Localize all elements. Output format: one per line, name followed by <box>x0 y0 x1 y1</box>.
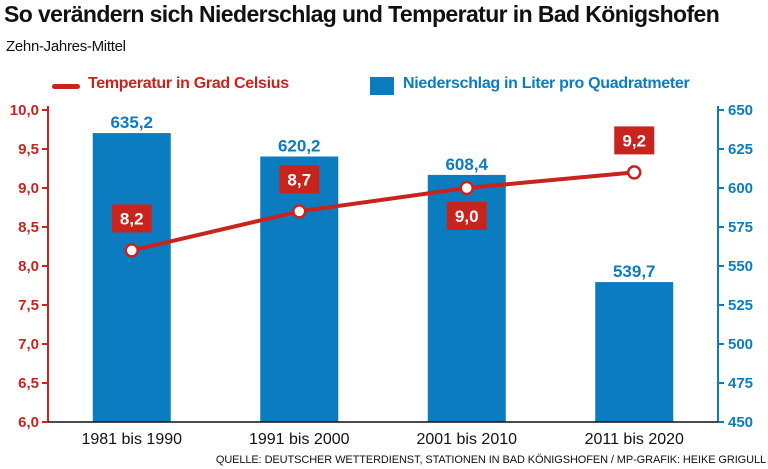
right-axis-tick-label: 600 <box>728 180 753 197</box>
legend-temperature-swatch <box>52 84 80 89</box>
x-axis-category-label: 2011 bis 2020 <box>585 431 684 448</box>
temperature-point <box>627 165 642 180</box>
temperature-value-label: 9,2 <box>622 131 646 150</box>
right-axis-tick-label: 525 <box>728 297 753 314</box>
legend-precipitation-swatch <box>370 77 394 95</box>
right-axis-tick-label: 650 <box>728 102 753 119</box>
left-axis-tick-label: 7,0 <box>18 336 39 353</box>
precipitation-value-label: 608,4 <box>445 155 488 174</box>
precipitation-bar <box>92 133 171 422</box>
temperature-value-label: 8,2 <box>120 209 144 228</box>
x-axis-category-label: 1981 bis 1990 <box>81 431 182 448</box>
temperature-value-label: 8,7 <box>287 170 311 189</box>
left-axis-tick-label: 6,0 <box>18 414 39 431</box>
temperature-value-label: 9,0 <box>455 207 479 226</box>
precipitation-bar <box>260 156 339 422</box>
right-axis-tick-label: 550 <box>728 258 753 275</box>
chart-title: So verändern sich Niederschlag und Tempe… <box>4 1 720 27</box>
legend-temperature-label: Temperatur in Grad Celsius <box>88 75 289 92</box>
right-axis-tick-label: 575 <box>728 219 753 236</box>
x-axis-category-label: 1991 bis 2000 <box>249 431 350 448</box>
right-axis-tick-label: 625 <box>728 141 753 158</box>
left-axis-tick-label: 7,5 <box>18 297 39 314</box>
left-axis-tick-label: 8,0 <box>18 258 39 275</box>
temperature-label-box <box>111 204 152 233</box>
left-axis-tick-label: 9,5 <box>18 141 39 158</box>
temperature-line <box>129 170 637 253</box>
temperature-label-box <box>614 126 655 155</box>
precipitation-bar <box>595 282 674 422</box>
legend-precipitation-label: Niederschlag in Liter pro Quadratmeter <box>403 75 690 92</box>
source-credit: QUELLE: DEUTSCHER WETTERDIENST, STATIONE… <box>215 454 766 466</box>
right-axis-tick-label: 475 <box>728 375 753 392</box>
x-axis-category-label: 2001 bis 2010 <box>416 431 517 448</box>
chart-subtitle: Zehn-Jahres-Mittel <box>6 38 126 55</box>
left-axis-tick-label: 8,5 <box>18 219 39 236</box>
precipitation-value-label: 539,7 <box>613 262 656 281</box>
precipitation-value-label: 620,2 <box>278 136 321 155</box>
temperature-point <box>124 243 139 258</box>
right-axis-tick-label: 450 <box>728 414 753 431</box>
temperature-label-box <box>446 202 487 230</box>
temperature-label-box <box>279 165 320 194</box>
left-axis-tick-label: 10,0 <box>10 102 39 119</box>
precipitation-value-label: 635,2 <box>110 113 153 132</box>
right-axis-tick-label: 500 <box>728 336 753 353</box>
left-axis-tick-label: 9,0 <box>18 180 39 197</box>
temperature-point <box>292 204 307 219</box>
temperature-point <box>459 180 474 196</box>
left-axis-tick-label: 6,5 <box>18 375 39 392</box>
